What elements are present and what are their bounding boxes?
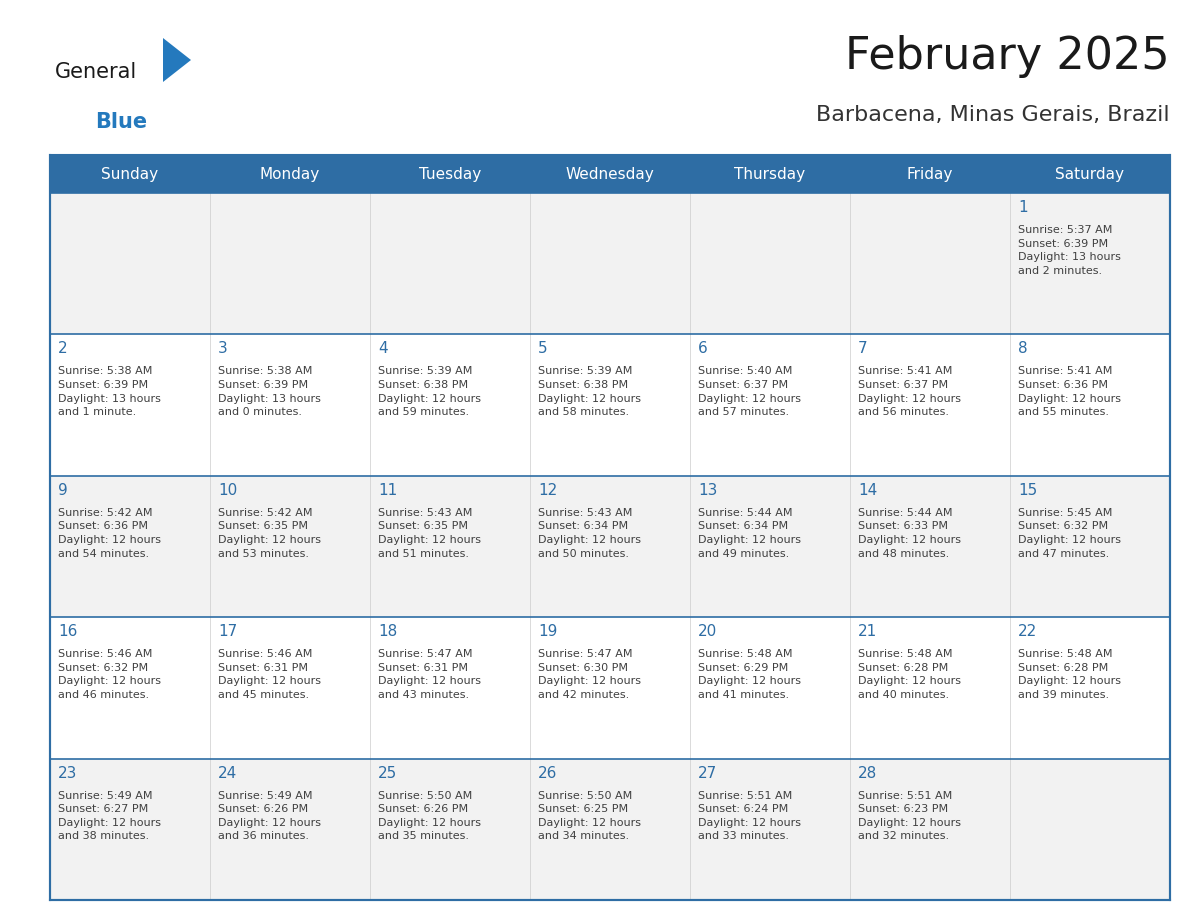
Text: Sunrise: 5:51 AM
Sunset: 6:23 PM
Daylight: 12 hours
and 32 minutes.: Sunrise: 5:51 AM Sunset: 6:23 PM Dayligh… — [858, 790, 961, 842]
Polygon shape — [163, 38, 191, 82]
Text: Friday: Friday — [906, 166, 953, 182]
Text: Sunrise: 5:37 AM
Sunset: 6:39 PM
Daylight: 13 hours
and 2 minutes.: Sunrise: 5:37 AM Sunset: 6:39 PM Dayligh… — [1018, 225, 1120, 275]
Text: 14: 14 — [858, 483, 877, 498]
Text: 13: 13 — [699, 483, 718, 498]
Text: 1: 1 — [1018, 200, 1028, 215]
Text: 7: 7 — [858, 341, 867, 356]
Text: 6: 6 — [699, 341, 708, 356]
Text: 21: 21 — [858, 624, 877, 639]
Text: Sunrise: 5:42 AM
Sunset: 6:35 PM
Daylight: 12 hours
and 53 minutes.: Sunrise: 5:42 AM Sunset: 6:35 PM Dayligh… — [219, 508, 321, 558]
Text: Sunrise: 5:43 AM
Sunset: 6:34 PM
Daylight: 12 hours
and 50 minutes.: Sunrise: 5:43 AM Sunset: 6:34 PM Dayligh… — [538, 508, 642, 558]
Text: Tuesday: Tuesday — [419, 166, 481, 182]
Text: Sunrise: 5:44 AM
Sunset: 6:33 PM
Daylight: 12 hours
and 48 minutes.: Sunrise: 5:44 AM Sunset: 6:33 PM Dayligh… — [858, 508, 961, 558]
Bar — [50, 617, 1170, 758]
Text: 17: 17 — [219, 624, 238, 639]
Text: Barbacena, Minas Gerais, Brazil: Barbacena, Minas Gerais, Brazil — [816, 105, 1170, 125]
Text: 5: 5 — [538, 341, 548, 356]
Text: Sunrise: 5:50 AM
Sunset: 6:26 PM
Daylight: 12 hours
and 35 minutes.: Sunrise: 5:50 AM Sunset: 6:26 PM Dayligh… — [378, 790, 481, 842]
Text: Sunrise: 5:45 AM
Sunset: 6:32 PM
Daylight: 12 hours
and 47 minutes.: Sunrise: 5:45 AM Sunset: 6:32 PM Dayligh… — [1018, 508, 1121, 558]
Text: Sunrise: 5:41 AM
Sunset: 6:36 PM
Daylight: 12 hours
and 55 minutes.: Sunrise: 5:41 AM Sunset: 6:36 PM Dayligh… — [1018, 366, 1121, 417]
Text: Sunrise: 5:42 AM
Sunset: 6:36 PM
Daylight: 12 hours
and 54 minutes.: Sunrise: 5:42 AM Sunset: 6:36 PM Dayligh… — [58, 508, 162, 558]
Text: Sunrise: 5:48 AM
Sunset: 6:29 PM
Daylight: 12 hours
and 41 minutes.: Sunrise: 5:48 AM Sunset: 6:29 PM Dayligh… — [699, 649, 801, 700]
Text: Wednesday: Wednesday — [565, 166, 655, 182]
Text: 3: 3 — [219, 341, 228, 356]
Text: 19: 19 — [538, 624, 557, 639]
Text: Sunrise: 5:38 AM
Sunset: 6:39 PM
Daylight: 13 hours
and 1 minute.: Sunrise: 5:38 AM Sunset: 6:39 PM Dayligh… — [58, 366, 160, 417]
Text: 11: 11 — [378, 483, 397, 498]
Text: Sunrise: 5:39 AM
Sunset: 6:38 PM
Daylight: 12 hours
and 58 minutes.: Sunrise: 5:39 AM Sunset: 6:38 PM Dayligh… — [538, 366, 642, 417]
Text: Sunrise: 5:49 AM
Sunset: 6:27 PM
Daylight: 12 hours
and 38 minutes.: Sunrise: 5:49 AM Sunset: 6:27 PM Dayligh… — [58, 790, 162, 842]
Bar — [50, 155, 1170, 900]
Text: Sunrise: 5:49 AM
Sunset: 6:26 PM
Daylight: 12 hours
and 36 minutes.: Sunrise: 5:49 AM Sunset: 6:26 PM Dayligh… — [219, 790, 321, 842]
Text: 25: 25 — [378, 766, 397, 780]
Text: 27: 27 — [699, 766, 718, 780]
Bar — [50, 476, 1170, 617]
Text: Sunday: Sunday — [101, 166, 158, 182]
Text: 8: 8 — [1018, 341, 1028, 356]
Bar — [50, 193, 1170, 334]
Text: 22: 22 — [1018, 624, 1037, 639]
Text: February 2025: February 2025 — [846, 35, 1170, 78]
Text: Sunrise: 5:39 AM
Sunset: 6:38 PM
Daylight: 12 hours
and 59 minutes.: Sunrise: 5:39 AM Sunset: 6:38 PM Dayligh… — [378, 366, 481, 417]
Text: Sunrise: 5:51 AM
Sunset: 6:24 PM
Daylight: 12 hours
and 33 minutes.: Sunrise: 5:51 AM Sunset: 6:24 PM Dayligh… — [699, 790, 801, 842]
Bar — [50, 758, 1170, 900]
Bar — [50, 334, 1170, 476]
Text: Thursday: Thursday — [734, 166, 805, 182]
Text: Blue: Blue — [95, 112, 147, 132]
Text: 15: 15 — [1018, 483, 1037, 498]
Text: 9: 9 — [58, 483, 68, 498]
Text: Monday: Monday — [260, 166, 320, 182]
Text: Sunrise: 5:48 AM
Sunset: 6:28 PM
Daylight: 12 hours
and 39 minutes.: Sunrise: 5:48 AM Sunset: 6:28 PM Dayligh… — [1018, 649, 1121, 700]
Text: 16: 16 — [58, 624, 77, 639]
Text: Sunrise: 5:38 AM
Sunset: 6:39 PM
Daylight: 13 hours
and 0 minutes.: Sunrise: 5:38 AM Sunset: 6:39 PM Dayligh… — [219, 366, 321, 417]
Text: 24: 24 — [219, 766, 238, 780]
Text: 26: 26 — [538, 766, 557, 780]
Text: 2: 2 — [58, 341, 68, 356]
Text: 20: 20 — [699, 624, 718, 639]
Text: Sunrise: 5:44 AM
Sunset: 6:34 PM
Daylight: 12 hours
and 49 minutes.: Sunrise: 5:44 AM Sunset: 6:34 PM Dayligh… — [699, 508, 801, 558]
Text: Sunrise: 5:47 AM
Sunset: 6:30 PM
Daylight: 12 hours
and 42 minutes.: Sunrise: 5:47 AM Sunset: 6:30 PM Dayligh… — [538, 649, 642, 700]
Text: Saturday: Saturday — [1055, 166, 1125, 182]
Text: Sunrise: 5:40 AM
Sunset: 6:37 PM
Daylight: 12 hours
and 57 minutes.: Sunrise: 5:40 AM Sunset: 6:37 PM Dayligh… — [699, 366, 801, 417]
Text: 23: 23 — [58, 766, 77, 780]
Text: 10: 10 — [219, 483, 238, 498]
Text: 18: 18 — [378, 624, 397, 639]
Bar — [50, 155, 1170, 193]
Text: 4: 4 — [378, 341, 387, 356]
Text: Sunrise: 5:41 AM
Sunset: 6:37 PM
Daylight: 12 hours
and 56 minutes.: Sunrise: 5:41 AM Sunset: 6:37 PM Dayligh… — [858, 366, 961, 417]
Text: Sunrise: 5:47 AM
Sunset: 6:31 PM
Daylight: 12 hours
and 43 minutes.: Sunrise: 5:47 AM Sunset: 6:31 PM Dayligh… — [378, 649, 481, 700]
Text: Sunrise: 5:43 AM
Sunset: 6:35 PM
Daylight: 12 hours
and 51 minutes.: Sunrise: 5:43 AM Sunset: 6:35 PM Dayligh… — [378, 508, 481, 558]
Text: General: General — [55, 62, 138, 82]
Text: Sunrise: 5:48 AM
Sunset: 6:28 PM
Daylight: 12 hours
and 40 minutes.: Sunrise: 5:48 AM Sunset: 6:28 PM Dayligh… — [858, 649, 961, 700]
Text: Sunrise: 5:46 AM
Sunset: 6:31 PM
Daylight: 12 hours
and 45 minutes.: Sunrise: 5:46 AM Sunset: 6:31 PM Dayligh… — [219, 649, 321, 700]
Text: Sunrise: 5:50 AM
Sunset: 6:25 PM
Daylight: 12 hours
and 34 minutes.: Sunrise: 5:50 AM Sunset: 6:25 PM Dayligh… — [538, 790, 642, 842]
Text: 28: 28 — [858, 766, 877, 780]
Text: Sunrise: 5:46 AM
Sunset: 6:32 PM
Daylight: 12 hours
and 46 minutes.: Sunrise: 5:46 AM Sunset: 6:32 PM Dayligh… — [58, 649, 162, 700]
Text: 12: 12 — [538, 483, 557, 498]
